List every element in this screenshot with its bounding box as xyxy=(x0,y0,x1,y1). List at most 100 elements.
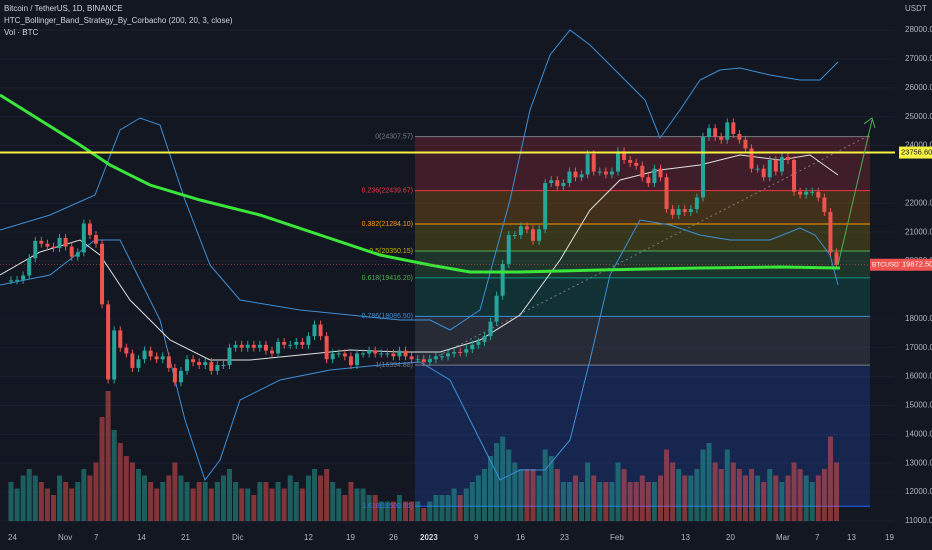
price-label: 17000.00 xyxy=(905,343,932,352)
candle-body xyxy=(792,159,797,192)
volume-bar xyxy=(57,475,63,521)
price-label: 12000.00 xyxy=(905,487,932,496)
candle-body xyxy=(367,350,372,354)
candle-body xyxy=(822,197,827,212)
volume-bar xyxy=(8,482,14,521)
volume-bar xyxy=(481,469,487,521)
date-label: 14 xyxy=(137,533,146,542)
date-label: 12 xyxy=(304,533,313,542)
candle-body xyxy=(421,359,426,363)
candle-body xyxy=(33,240,38,259)
date-label: Feb xyxy=(610,533,624,542)
volume-bar xyxy=(779,482,785,521)
volume-bar xyxy=(494,443,500,521)
volume-bar xyxy=(657,475,663,521)
trend-dotted xyxy=(429,134,871,361)
candle-body xyxy=(427,359,432,363)
volume-bar xyxy=(651,482,657,521)
volume-bar xyxy=(342,495,348,521)
candle-body xyxy=(106,304,111,380)
candle-body xyxy=(81,223,86,253)
candle-body xyxy=(658,168,663,178)
candle-body xyxy=(185,359,190,371)
volume-bar xyxy=(324,469,330,521)
volume-bar xyxy=(63,482,69,521)
forecast-arrow xyxy=(837,117,876,266)
volume-bar xyxy=(257,482,263,521)
volume-bar xyxy=(488,456,494,521)
candle-body xyxy=(100,243,105,305)
candle-body xyxy=(239,344,244,348)
candle-body xyxy=(670,209,675,215)
volume-bar xyxy=(184,482,190,521)
volume-bar xyxy=(135,469,141,521)
candle-body xyxy=(694,197,699,210)
candle-body xyxy=(561,183,566,186)
volume-bar xyxy=(208,488,214,521)
price-label: 21000.00 xyxy=(905,227,932,236)
volume-bar xyxy=(597,482,603,521)
candle-body xyxy=(567,171,572,184)
candle-body xyxy=(324,336,329,360)
bollinger-basis xyxy=(0,154,839,361)
price-label: 24000.00 xyxy=(905,141,932,150)
candle-body xyxy=(524,226,529,230)
candle-body xyxy=(640,165,645,178)
volume-bar xyxy=(75,482,81,521)
volume-bar xyxy=(154,488,160,521)
candle-body xyxy=(178,370,183,383)
volume-bar xyxy=(694,469,700,521)
volume-bar xyxy=(160,482,166,521)
candle-body xyxy=(57,237,62,249)
candle-body xyxy=(731,122,736,134)
date-label: 19 xyxy=(346,533,355,542)
volume-bar xyxy=(403,501,409,521)
volume-bar xyxy=(627,482,633,521)
fib-label: 0.786(18086.50) xyxy=(362,313,413,320)
candle-body xyxy=(688,209,693,212)
candle-body xyxy=(743,139,748,149)
candle-body xyxy=(518,226,523,236)
candle-body xyxy=(834,252,839,265)
candle-body xyxy=(707,128,712,137)
candle-body xyxy=(488,321,493,337)
volume-bar xyxy=(700,449,706,521)
volume-bar xyxy=(670,462,676,521)
volume-bar xyxy=(591,475,597,521)
candle-body xyxy=(51,246,56,249)
fib-label: 0.382(21284.10) xyxy=(362,221,413,228)
volume-bar xyxy=(445,495,451,521)
volume-bar xyxy=(803,475,809,521)
volume-bar xyxy=(542,449,548,521)
candle-body xyxy=(779,157,784,172)
candle-body xyxy=(45,243,50,247)
volume-bar xyxy=(688,475,694,521)
candle-body xyxy=(719,136,724,140)
volume-bar xyxy=(318,475,324,521)
candle-body xyxy=(761,168,766,178)
candle-body xyxy=(270,350,275,354)
candle-body xyxy=(306,336,311,345)
price-label: 11000.00 xyxy=(905,516,932,525)
candle-body xyxy=(245,344,250,348)
volume-bar xyxy=(330,482,336,521)
volume-bar xyxy=(767,469,773,521)
arrow-line xyxy=(837,119,873,266)
volume-bar xyxy=(190,488,196,521)
date-label: 23 xyxy=(560,533,569,542)
volume-bar xyxy=(809,482,815,521)
volume-bar xyxy=(834,462,840,521)
volume-bar xyxy=(38,482,44,521)
candle-body xyxy=(537,229,542,241)
candle-body xyxy=(664,177,669,210)
volume-bar xyxy=(706,443,712,521)
candle-body xyxy=(312,324,317,337)
volume-bar xyxy=(761,482,767,521)
candle-body xyxy=(409,356,414,360)
candle-body xyxy=(385,353,390,355)
fib-label: 0(24307.57) xyxy=(375,133,413,140)
candle-body xyxy=(403,350,408,357)
candle-body xyxy=(579,174,584,178)
volume-bar xyxy=(129,462,135,521)
date-label: Nov xyxy=(58,533,72,542)
